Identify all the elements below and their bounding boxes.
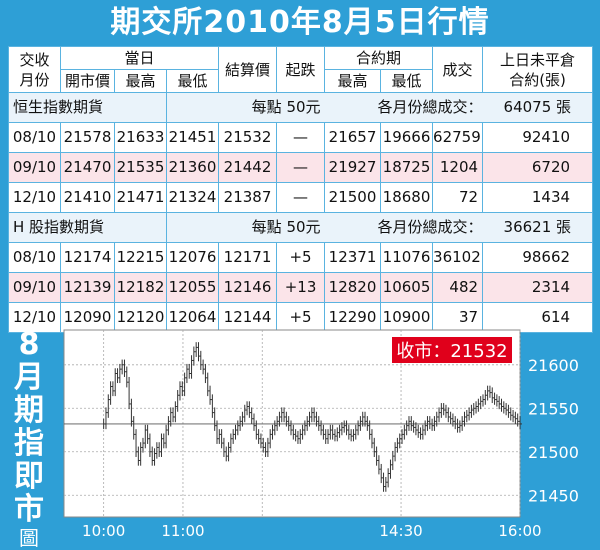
cell-volume: 37 [432, 302, 484, 333]
cell-contract-high: 21657 [324, 122, 382, 153]
close-label-box [392, 337, 512, 363]
x-tick-label: 10:00 [82, 522, 125, 540]
table-row: 12/10 21410 21471 21324 21387 — 21500 18… [8, 182, 594, 213]
cell-open: 12174 [60, 242, 115, 273]
cell-month: 09/10 [8, 152, 61, 183]
side-label-char: 月 [14, 360, 44, 395]
side-label-char: 即 [14, 459, 44, 494]
cell-low: 21451 [165, 122, 220, 153]
cell-low: 21324 [165, 182, 220, 213]
header-contract-low: 最低 [380, 69, 434, 93]
cell-high: 12182 [114, 272, 167, 303]
cell-change: — [276, 182, 326, 213]
cell-oi: 92410 [482, 122, 594, 153]
cell-volume: 36102 [432, 242, 484, 273]
side-label-char: 期 [14, 393, 44, 428]
cell-volume: 72 [432, 182, 484, 213]
cell-high: 12215 [114, 242, 167, 273]
cell-month: 12/10 [8, 302, 61, 333]
y-tick-label: 21550 [528, 399, 579, 418]
cell-contract-low: 18725 [380, 152, 434, 183]
chart-side-label: 8 月 期 指 即 市 圖 [9, 328, 49, 550]
cell-volume: 482 [432, 272, 484, 303]
section-total: 36621 張 [482, 212, 594, 243]
header-volume: 成交 [432, 46, 484, 93]
cell-contract-low: 10605 [380, 272, 434, 303]
header-oi: 上日未平倉 合約(張) [482, 46, 594, 93]
cell-contract-high: 21927 [324, 152, 382, 183]
side-label-char: 圖 [19, 526, 39, 550]
cell-low: 21360 [165, 152, 220, 183]
cell-month: 08/10 [8, 242, 61, 273]
cell-oi: 6720 [482, 152, 594, 183]
header-today: 當日 [59, 46, 220, 70]
table-row: 09/10 12139 12182 12055 12146 +13 12820 … [8, 272, 594, 303]
section-total-label: 各月份總成交： [324, 92, 483, 123]
table-row: 08/10 12174 12215 12076 12171 +5 12371 1… [8, 242, 594, 273]
section-hsi: 恒生指數期貨 每點 50元 各月份總成交： 64075 張 [8, 92, 594, 123]
cell-oi: 614 [482, 302, 594, 333]
cell-change: +13 [276, 272, 326, 303]
cell-contract-high: 12290 [324, 302, 382, 333]
header-month: 交收 月份 [8, 46, 61, 93]
header-change: 起跌 [276, 46, 326, 93]
section-hshare: H 股指數期貨 每點 50元 各月份總成交： 36621 張 [8, 212, 594, 243]
cell-contract-low: 19666 [380, 122, 434, 153]
cell-contract-low: 10900 [380, 302, 434, 333]
page-title: 期交所2010年8月5日行情 [110, 5, 490, 40]
cell-settle: 21387 [218, 182, 278, 213]
cell-volume: 62759 [432, 122, 484, 153]
cell-high: 12120 [114, 302, 167, 333]
cell-low: 12055 [165, 272, 220, 303]
section-total-label: 各月份總成交： [324, 212, 483, 243]
cell-settle: 21532 [218, 122, 278, 153]
table-row: 12/10 12090 12120 12064 12144 +5 12290 1… [8, 302, 594, 333]
x-tick-label: 16:00 [498, 522, 541, 540]
cell-open: 21470 [60, 152, 115, 183]
section-point: 每點 50元 [166, 92, 325, 123]
close-label: 收市：21532 [396, 341, 507, 362]
section-name: H 股指數期貨 [8, 212, 167, 243]
cell-contract-high: 21500 [324, 182, 382, 213]
side-label-char: 市 [14, 492, 44, 527]
header-low: 最低 [165, 69, 220, 93]
cell-open: 12090 [60, 302, 115, 333]
y-tick-label: 21450 [528, 486, 579, 505]
y-tick-label: 21600 [528, 356, 579, 375]
cell-settle: 12171 [218, 242, 278, 273]
cell-open: 21410 [60, 182, 115, 213]
cell-low: 12076 [165, 242, 220, 273]
x-tick-label: 14:30 [379, 522, 422, 540]
cell-oi: 98662 [482, 242, 594, 273]
cell-month: 12/10 [8, 182, 61, 213]
header-contract-high: 最高 [324, 69, 382, 93]
table-row: 09/10 21470 21535 21360 21442 — 21927 18… [8, 152, 594, 183]
cell-settle: 12146 [218, 272, 278, 303]
section-name: 恒生指數期貨 [8, 92, 167, 123]
x-tick-label: 11:00 [161, 522, 204, 540]
cell-high: 21633 [114, 122, 167, 153]
cell-oi: 2314 [482, 272, 594, 303]
cell-open: 21578 [60, 122, 115, 153]
cell-change: +5 [276, 302, 326, 333]
cell-low: 12064 [165, 302, 220, 333]
cell-change: — [276, 122, 326, 153]
section-point: 每點 50元 [166, 212, 325, 243]
side-label-char: 指 [14, 426, 44, 461]
cell-settle: 21442 [218, 152, 278, 183]
cell-open: 12139 [60, 272, 115, 303]
y-tick-label: 21500 [528, 443, 579, 462]
header-high: 最高 [114, 69, 167, 93]
cell-contract-low: 11076 [380, 242, 434, 273]
cell-contract-low: 18680 [380, 182, 434, 213]
side-label-char: 8 [18, 327, 40, 362]
header-settle: 結算價 [218, 46, 278, 93]
quotes-table: 交收 月份 當日 結算價 起跌 合約期 成交 上日未平倉 合約(張) 開市價 最高 … [8, 46, 594, 333]
